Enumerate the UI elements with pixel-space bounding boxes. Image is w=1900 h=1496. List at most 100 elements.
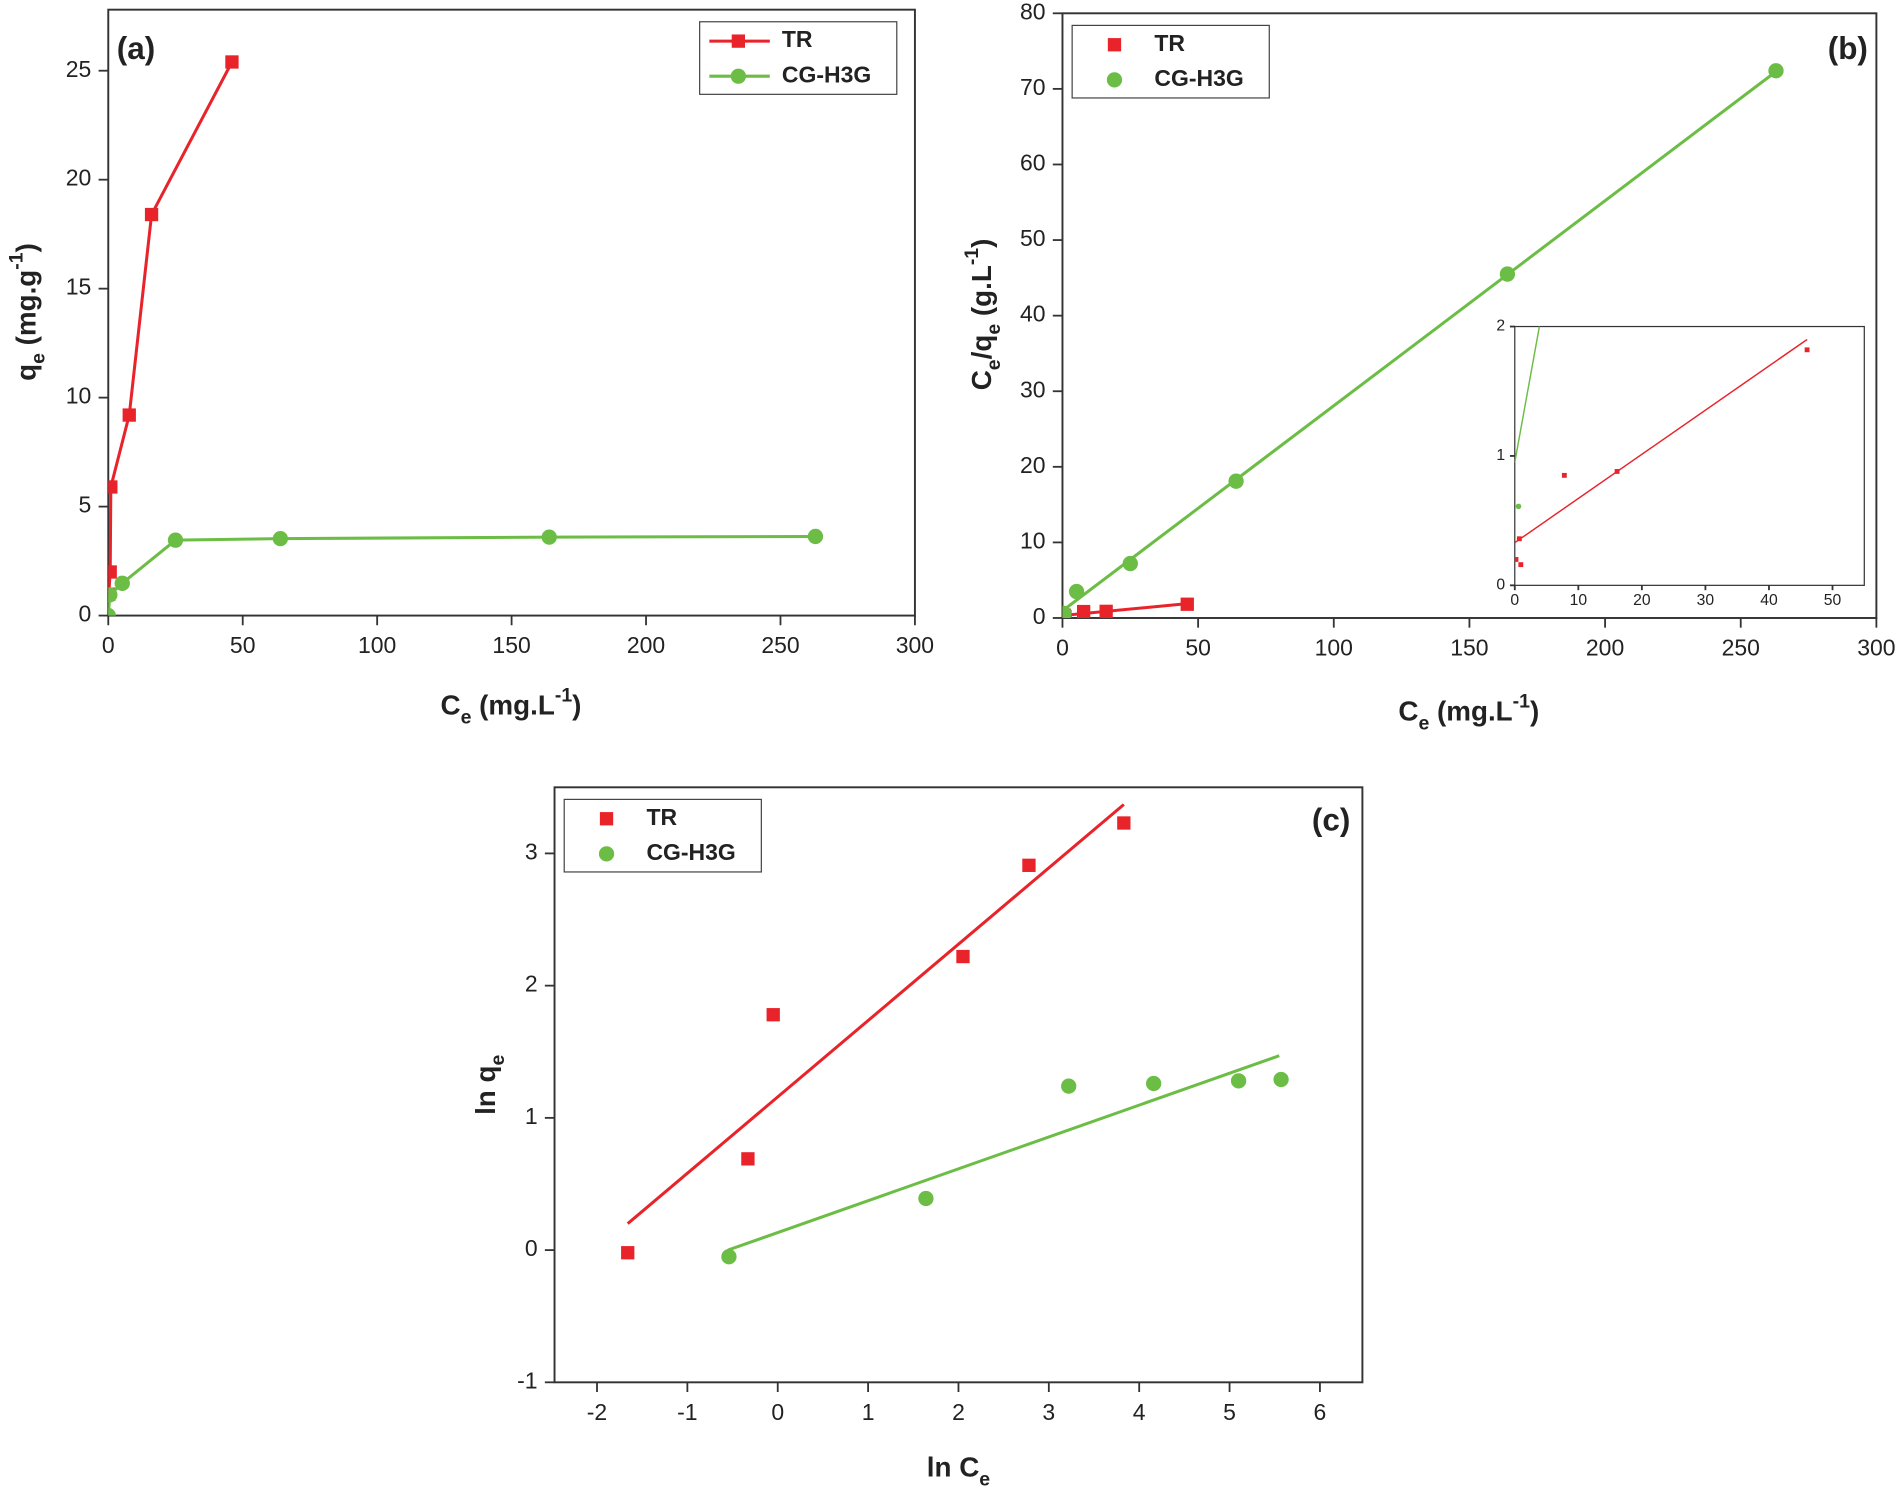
x-axis-label-part: -1: [555, 685, 572, 707]
marker: [1516, 536, 1522, 542]
x-tick-label: 300: [896, 632, 934, 658]
marker: [1499, 266, 1516, 282]
y-axis-label-part: ): [11, 243, 42, 252]
marker: [1062, 605, 1072, 618]
y-tick-label: 25: [66, 56, 92, 82]
y-tick-label: 0: [525, 1235, 538, 1261]
y-axis-label: qe (mg.g-1): [6, 243, 50, 381]
x-tick-label: 300: [1857, 634, 1895, 660]
x-axis-label-part: e: [1418, 713, 1429, 735]
y-tick-label: 1: [525, 1103, 538, 1129]
x-tick-label: -1: [677, 1399, 697, 1425]
y-tick-label: 2: [525, 971, 538, 997]
x-tick-label: 150: [492, 632, 530, 658]
marker: [225, 55, 239, 69]
x-tick-label: 0: [102, 632, 115, 658]
marker: [1061, 1078, 1077, 1094]
x-axis-label-part: -1: [1513, 691, 1530, 713]
plot-area: [621, 803, 1289, 1265]
plot-frame: [1514, 325, 1865, 586]
marker: [108, 587, 118, 603]
marker: [807, 528, 824, 545]
fit-line: [727, 1054, 1280, 1252]
marker: [918, 1190, 934, 1207]
x-axis-label-part: ln C: [927, 1452, 980, 1483]
marker: [1614, 469, 1620, 474]
legend-label: CG-H3G: [782, 61, 871, 87]
x-tick-label: 0: [1510, 592, 1519, 609]
marker: [1515, 503, 1522, 510]
marker: [1273, 1071, 1289, 1088]
y-axis-label-part: (g.L: [966, 265, 997, 324]
plot-frame: [553, 786, 1364, 1384]
legend-label: TR: [782, 26, 813, 52]
plot-frame: [107, 8, 916, 617]
x-tick-label: 6: [1314, 1399, 1327, 1425]
x-tick-label: 50: [1185, 634, 1211, 660]
marker: [1228, 473, 1244, 489]
panel-label: (c): [1312, 803, 1350, 838]
y-axis-label-part: (mg.g: [11, 270, 42, 353]
marker: [1076, 604, 1091, 618]
x-tick-label: -2: [587, 1399, 607, 1425]
legend-marker: [598, 846, 615, 862]
x-tick-label: 0: [1056, 634, 1069, 660]
y-tick-label: 3: [525, 838, 538, 864]
marker: [1099, 604, 1113, 618]
legend-label: CG-H3G: [1154, 65, 1243, 91]
marker: [721, 1249, 737, 1265]
y-axis-label: Ce/qe (g.L-1): [961, 239, 1005, 391]
x-axis-label-part: ): [572, 690, 581, 721]
y-axis-label-part: ln q: [470, 1066, 501, 1115]
x-tick-label: 30: [1697, 592, 1715, 609]
y-axis-label-part: -1: [6, 252, 28, 269]
legend-label: TR: [1154, 30, 1185, 56]
y-axis-label-part: e: [487, 1055, 509, 1066]
y-axis-label-part: e: [983, 324, 1005, 335]
x-tick-label: 10: [1570, 592, 1588, 609]
marker: [1022, 858, 1036, 872]
y-axis-label-part: q: [11, 364, 42, 381]
y-tick-label: 1: [1496, 447, 1505, 464]
legend-box: [699, 21, 898, 95]
marker: [1122, 555, 1138, 572]
x-axis-label-part: C: [1398, 696, 1418, 727]
x-axis-label: ln Ce: [927, 1452, 991, 1491]
x-tick-label: 50: [230, 632, 256, 658]
x-tick-label: 250: [761, 632, 799, 658]
x-axis-label-part: (mg.L: [1429, 696, 1512, 727]
legend-marker: [1107, 38, 1122, 52]
marker: [167, 532, 184, 548]
y-tick-label: 80: [1020, 0, 1046, 24]
x-tick-label: 5: [1223, 1399, 1236, 1425]
y-tick-label: 0: [1496, 576, 1505, 593]
fit-line: [1514, 338, 1808, 544]
x-tick-label: 100: [1315, 634, 1353, 660]
marker: [1804, 347, 1810, 353]
x-axis-label-part: ): [1530, 696, 1539, 727]
y-tick-label: 20: [66, 165, 92, 191]
marker: [741, 1152, 755, 1166]
marker: [108, 607, 116, 616]
plot-area: [1062, 63, 1784, 618]
x-tick-label: 2: [952, 1399, 965, 1425]
y-tick-label: 5: [79, 492, 92, 518]
marker: [108, 480, 118, 494]
y-tick-label: 30: [1020, 376, 1046, 402]
y-tick-label: 10: [1020, 527, 1046, 553]
x-tick-label: 20: [1633, 592, 1651, 609]
y-axis-label-part: e: [28, 353, 50, 364]
marker: [1230, 1073, 1247, 1089]
y-tick-label: 0: [1033, 603, 1046, 629]
legend-marker: [730, 68, 746, 84]
marker: [108, 565, 117, 579]
y-axis-label-part: e: [983, 359, 1005, 370]
x-tick-label: 3: [1042, 1399, 1055, 1425]
y-axis-label-part: /q: [966, 335, 997, 360]
legend-box: [563, 798, 762, 873]
x-tick-label: 1: [862, 1399, 875, 1425]
y-tick-label: 60: [1020, 150, 1046, 176]
marker: [956, 949, 970, 964]
marker: [1180, 597, 1194, 611]
